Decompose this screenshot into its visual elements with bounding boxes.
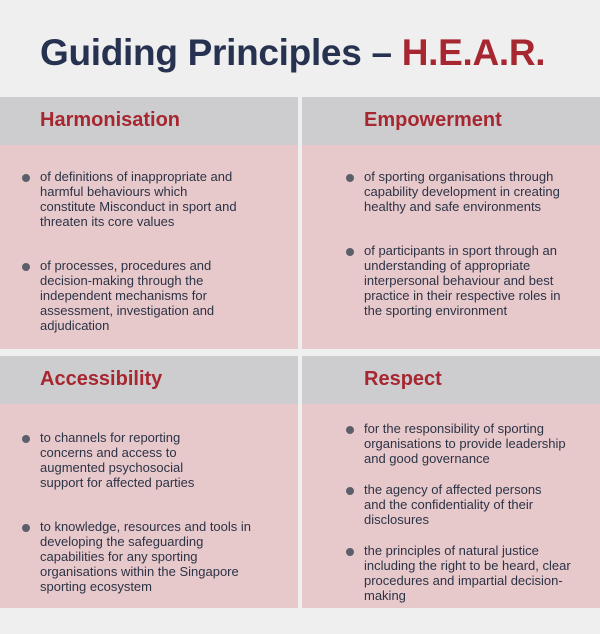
bullet-icon <box>22 435 30 443</box>
section-body: for the responsibility of sporting organ… <box>302 404 600 608</box>
item-text: to channels for reporting concerns and a… <box>40 430 195 490</box>
list-item: of sporting organisations through capabi… <box>346 169 566 214</box>
list-item: to channels for reporting concerns and a… <box>22 430 222 490</box>
section-harmonisation: Harmonisation of definitions of inapprop… <box>0 97 298 349</box>
list-item: for the responsibility of sporting organ… <box>346 421 586 466</box>
section-heading: Empowerment <box>302 97 600 145</box>
item-text: the principles of natural justice includ… <box>364 543 571 603</box>
item-text: of definitions of inappropriate and harm… <box>40 169 237 229</box>
list-item: of processes, procedures and decision-ma… <box>22 258 242 333</box>
item-text: for the responsibility of sporting organ… <box>364 421 566 466</box>
list-item: to knowledge, resources and tools in dev… <box>22 519 262 594</box>
list-item: of definitions of inappropriate and harm… <box>22 169 237 229</box>
bullet-icon <box>346 487 354 495</box>
list-item: the principles of natural justice includ… <box>346 543 576 603</box>
list-item: the agency of affected persons and the c… <box>346 482 561 527</box>
section-heading: Accessibility <box>0 356 298 404</box>
section-heading: Respect <box>302 356 600 404</box>
page-title: Guiding Principles – H.E.A.R. <box>40 32 546 74</box>
item-text: of participants in sport through an unde… <box>364 243 561 318</box>
item-text: of processes, procedures and decision-ma… <box>40 258 215 333</box>
bullet-icon <box>22 263 30 271</box>
bullet-icon <box>346 548 354 556</box>
bullet-icon <box>346 426 354 434</box>
bullet-icon <box>346 248 354 256</box>
bullet-icon <box>346 174 354 182</box>
title-accent: H.E.A.R. <box>401 32 546 73</box>
bullet-icon <box>22 174 30 182</box>
section-empowerment: Empowerment of sporting organisations th… <box>302 97 600 349</box>
item-text: of sporting organisations through capabi… <box>364 169 560 214</box>
item-text: the agency of affected persons and the c… <box>364 482 542 527</box>
section-body: to channels for reporting concerns and a… <box>0 404 298 608</box>
title-main: Guiding Principles – <box>40 32 402 73</box>
section-body: of definitions of inappropriate and harm… <box>0 145 298 349</box>
item-text: to knowledge, resources and tools in dev… <box>40 519 252 594</box>
section-respect: Respect for the responsibility of sporti… <box>302 356 600 608</box>
section-body: of sporting organisations through capabi… <box>302 145 600 349</box>
bullet-icon <box>22 524 30 532</box>
section-accessibility: Accessibility to channels for reporting … <box>0 356 298 608</box>
section-heading: Harmonisation <box>0 97 298 145</box>
list-item: of participants in sport through an unde… <box>346 243 571 318</box>
